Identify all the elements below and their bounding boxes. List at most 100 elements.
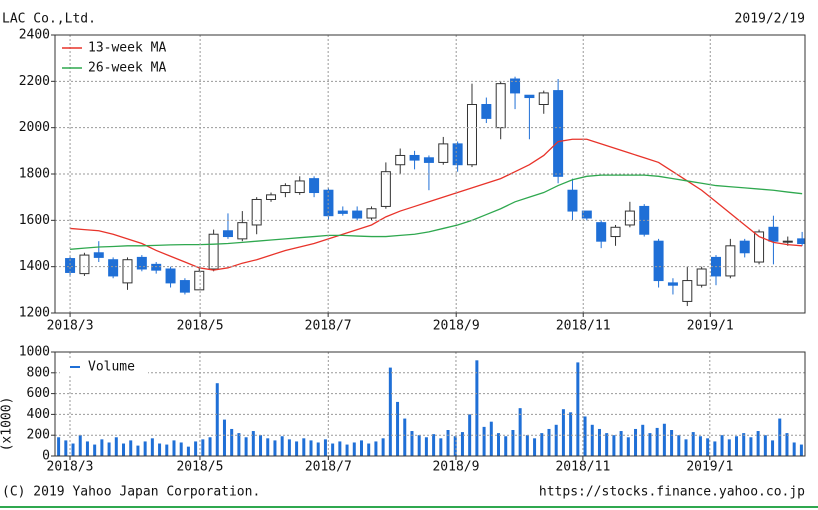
- candle-body: [194, 270, 205, 291]
- volume-bar: [93, 444, 97, 456]
- volume-bar: [453, 436, 457, 456]
- volume-bar: [78, 435, 82, 456]
- candle-body: [682, 280, 693, 302]
- source-url: https://stocks.finance.yahoo.co.jp: [539, 485, 805, 500]
- volume-bar: [734, 436, 738, 456]
- candle-body: [466, 104, 477, 166]
- volume-bar: [641, 424, 645, 456]
- plot-frame: [54, 351, 806, 457]
- volume-bar: [597, 428, 601, 456]
- volume-bar: [266, 438, 270, 456]
- copyright: (C) 2019 Yahoo Japan Corporation.: [2, 485, 260, 500]
- candle-body: [222, 230, 233, 238]
- chart-date: 2019/2/19: [735, 12, 805, 27]
- candle-body: [309, 178, 320, 194]
- candle-body: [624, 210, 635, 226]
- volume-bar: [497, 433, 501, 456]
- candle-body: [696, 268, 707, 286]
- volume-bar: [71, 443, 75, 456]
- volume-bar: [670, 430, 674, 456]
- y-tick-label: 2000: [19, 120, 50, 135]
- candle-body: [754, 231, 765, 263]
- volume-bar: [280, 436, 284, 456]
- candle-body: [337, 210, 348, 214]
- volume-bar: [569, 412, 573, 456]
- candle-body: [739, 240, 750, 254]
- candle-body: [553, 90, 564, 177]
- y-tick-label: 2400: [19, 28, 50, 43]
- volume-bar: [136, 445, 140, 456]
- volume-bar: [403, 418, 407, 456]
- volume-bar: [727, 439, 731, 456]
- volume-bar: [482, 426, 486, 456]
- candle-body: [510, 78, 521, 94]
- x-tick-label: 2018/3: [47, 319, 94, 334]
- volume-bar: [114, 437, 118, 456]
- volume-bar: [417, 435, 421, 456]
- volume-bar: [763, 435, 767, 456]
- volume-bar: [352, 442, 356, 456]
- y-tick-label: 1800: [19, 167, 50, 182]
- volume-bar: [612, 435, 616, 456]
- volume-bar: [295, 441, 299, 456]
- x-tick-label: 2018/7: [305, 319, 352, 334]
- volume-bar: [64, 440, 68, 456]
- x-tick-label: 2018/9: [433, 319, 480, 334]
- x-tick-label: 2018/7: [305, 460, 352, 475]
- candle-body: [380, 171, 391, 207]
- volume-bar: [367, 443, 371, 456]
- candle-body: [725, 245, 736, 277]
- candle-body: [653, 240, 664, 282]
- volume-bar: [165, 444, 169, 456]
- volume-bar: [338, 441, 342, 456]
- price-plot: [65, 76, 805, 307]
- y-tick-label: 1200: [19, 306, 50, 321]
- volume-bar: [792, 442, 796, 456]
- volume-bar: [244, 437, 248, 456]
- y-axis-label: (x1000): [0, 397, 15, 452]
- volume-bar: [158, 443, 162, 456]
- volume-bar: [742, 433, 746, 456]
- y-tick-label: 1400: [19, 259, 50, 274]
- volume-bar: [100, 439, 104, 456]
- y-tick-label: 0: [42, 449, 50, 464]
- volume-bar: [713, 441, 717, 456]
- candle-body: [423, 157, 434, 163]
- volume-bar: [345, 444, 349, 456]
- candle-body: [151, 263, 162, 271]
- volume-bar: [771, 440, 775, 456]
- volume-bar: [648, 433, 652, 456]
- volume-bar: [799, 444, 803, 456]
- candle-body: [280, 185, 291, 194]
- volume-bar: [756, 431, 760, 456]
- volume-bar: [172, 440, 176, 456]
- y-tick-label: 1000: [19, 345, 50, 360]
- volume-bar: [684, 439, 688, 456]
- candle-body: [93, 252, 104, 258]
- x-tick-label: 2018/3: [47, 460, 94, 475]
- candle-body: [667, 282, 678, 286]
- volume-bar: [698, 436, 702, 456]
- volume-bar: [122, 443, 126, 456]
- volume-bar: [525, 435, 529, 456]
- volume-bar: [511, 430, 515, 456]
- candle-body: [352, 210, 363, 219]
- volume-bar: [475, 360, 479, 456]
- candle-body: [567, 189, 578, 212]
- candle-body: [108, 259, 119, 277]
- volume-bar: [655, 427, 659, 456]
- plot-frame: [54, 34, 806, 314]
- volume-bar: [706, 438, 710, 456]
- volume-bar: [237, 433, 241, 456]
- volume-bar: [540, 433, 544, 456]
- candle-body: [395, 154, 406, 166]
- volume-bar: [201, 439, 205, 456]
- candle-body: [581, 210, 592, 219]
- y-tick-label: 400: [27, 407, 50, 422]
- candle-body: [797, 238, 805, 245]
- volume-bar: [446, 430, 450, 456]
- x-tick-label: 2018/5: [177, 319, 224, 334]
